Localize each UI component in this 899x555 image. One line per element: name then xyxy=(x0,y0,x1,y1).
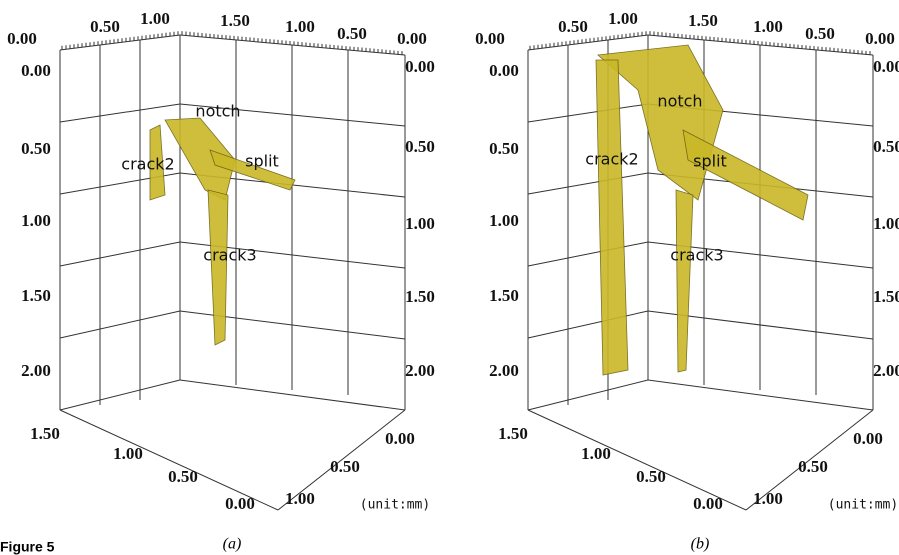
tick-label: 1.00 xyxy=(489,211,519,230)
tick-label: 0.50 xyxy=(489,139,519,158)
tick-label: 1.00 xyxy=(753,489,783,508)
tick-label: 0.00 xyxy=(397,29,427,48)
box-edge xyxy=(527,34,649,51)
notch-volume xyxy=(164,117,236,201)
tick-label: 1.50 xyxy=(21,286,51,305)
box-edge xyxy=(647,379,874,411)
tick-label: 1.50 xyxy=(220,11,250,30)
annotation: crack2 xyxy=(585,150,638,169)
tick-label: 0.50 xyxy=(805,24,835,43)
panel-caption: (b) xyxy=(691,536,710,553)
tick-label: 2.00 xyxy=(873,361,899,380)
annotation: split xyxy=(693,152,727,171)
box-edge xyxy=(745,409,874,511)
tick-label: 0.00 xyxy=(489,61,519,80)
box-edge xyxy=(527,241,649,267)
tick-label: 1.00 xyxy=(21,211,51,230)
annotation: notch xyxy=(657,92,702,111)
tick-label: 0.50 xyxy=(873,137,899,156)
tick-label: 1.00 xyxy=(405,214,435,233)
annotation: crack3 xyxy=(670,246,723,265)
tick-label: 0.50 xyxy=(405,137,435,156)
tick-label: 2.00 xyxy=(405,361,435,380)
panel-caption: (a) xyxy=(223,536,242,553)
panel: 0.00 0.50 1.00 1.50 1.00 0.50 0.00 0.00 0.50 1.00… xyxy=(475,9,899,553)
tick-label: 1.50 xyxy=(30,424,60,443)
box-edge xyxy=(527,103,649,123)
tick-label: 1.00 xyxy=(873,214,899,233)
split-volume xyxy=(682,129,809,221)
box-edge xyxy=(59,103,181,123)
tick-label: 0.00 xyxy=(405,57,435,76)
tick-label: 1.50 xyxy=(873,287,899,306)
tick-label: 1.00 xyxy=(113,444,143,463)
tick-label: 2.00 xyxy=(489,361,519,380)
unit-label: (unit:mm) xyxy=(360,498,430,513)
tick-label: 0.50 xyxy=(330,457,360,476)
tick-label: 0.00 xyxy=(853,429,883,448)
crack3-volume xyxy=(207,189,229,346)
tick-label: 2.00 xyxy=(21,361,51,380)
tick-label: 1.50 xyxy=(688,11,718,30)
tick-label: 0.50 xyxy=(168,467,198,486)
tick-label: 0.50 xyxy=(337,24,367,43)
crack2-volume xyxy=(149,124,166,201)
annotation: split xyxy=(245,152,279,171)
box-edge xyxy=(277,409,406,511)
tick-label: 1.00 xyxy=(140,9,170,28)
tick-label: 1.00 xyxy=(285,17,315,36)
tick-label: 0.50 xyxy=(90,17,120,36)
box-edge xyxy=(527,310,649,339)
tick-label: 0.50 xyxy=(21,139,51,158)
unit-label: (unit:mm) xyxy=(828,498,898,513)
box-edge xyxy=(179,379,406,411)
tick-label: 0.00 xyxy=(873,57,899,76)
tick-label: 0.00 xyxy=(21,61,51,80)
box-edge xyxy=(59,409,279,511)
tick-label: 1.00 xyxy=(581,444,611,463)
tick-label: 1.00 xyxy=(285,489,315,508)
tick-label: 0.50 xyxy=(636,467,666,486)
box-edge xyxy=(59,34,181,51)
split-volume xyxy=(209,149,296,191)
tick-label: 1.00 xyxy=(608,9,638,28)
tick-label: 0.00 xyxy=(7,29,37,48)
tick-label: 0.00 xyxy=(693,494,723,513)
box-edge xyxy=(527,172,649,195)
annotation: crack2 xyxy=(121,155,174,174)
tick-label: 0.50 xyxy=(558,17,588,36)
tick-label: 0.50 xyxy=(798,457,828,476)
tick-label: 0.00 xyxy=(865,29,895,48)
figure-label: Figure 5 xyxy=(0,539,55,555)
box-edge xyxy=(59,310,181,339)
crack2-volume xyxy=(595,59,629,376)
tick-label: 0.00 xyxy=(225,494,255,513)
tick-label: 1.50 xyxy=(498,424,528,443)
tick-label: 1.50 xyxy=(489,286,519,305)
tick-label: 0.00 xyxy=(475,29,505,48)
box-edge xyxy=(59,241,181,267)
tick-label: 1.50 xyxy=(405,287,435,306)
box-edge xyxy=(527,379,649,411)
box-edge xyxy=(59,379,181,411)
box-edge xyxy=(527,409,747,511)
tick-label: 1.00 xyxy=(753,17,783,36)
annotation: notch xyxy=(195,102,240,121)
annotation: crack3 xyxy=(203,246,256,265)
tick-label: 0.00 xyxy=(385,429,415,448)
panel: 0.00 0.50 1.00 1.50 1.00 0.50 0.00 0.00 0.50 1.00… xyxy=(7,9,435,553)
crack3-volume xyxy=(675,189,694,373)
